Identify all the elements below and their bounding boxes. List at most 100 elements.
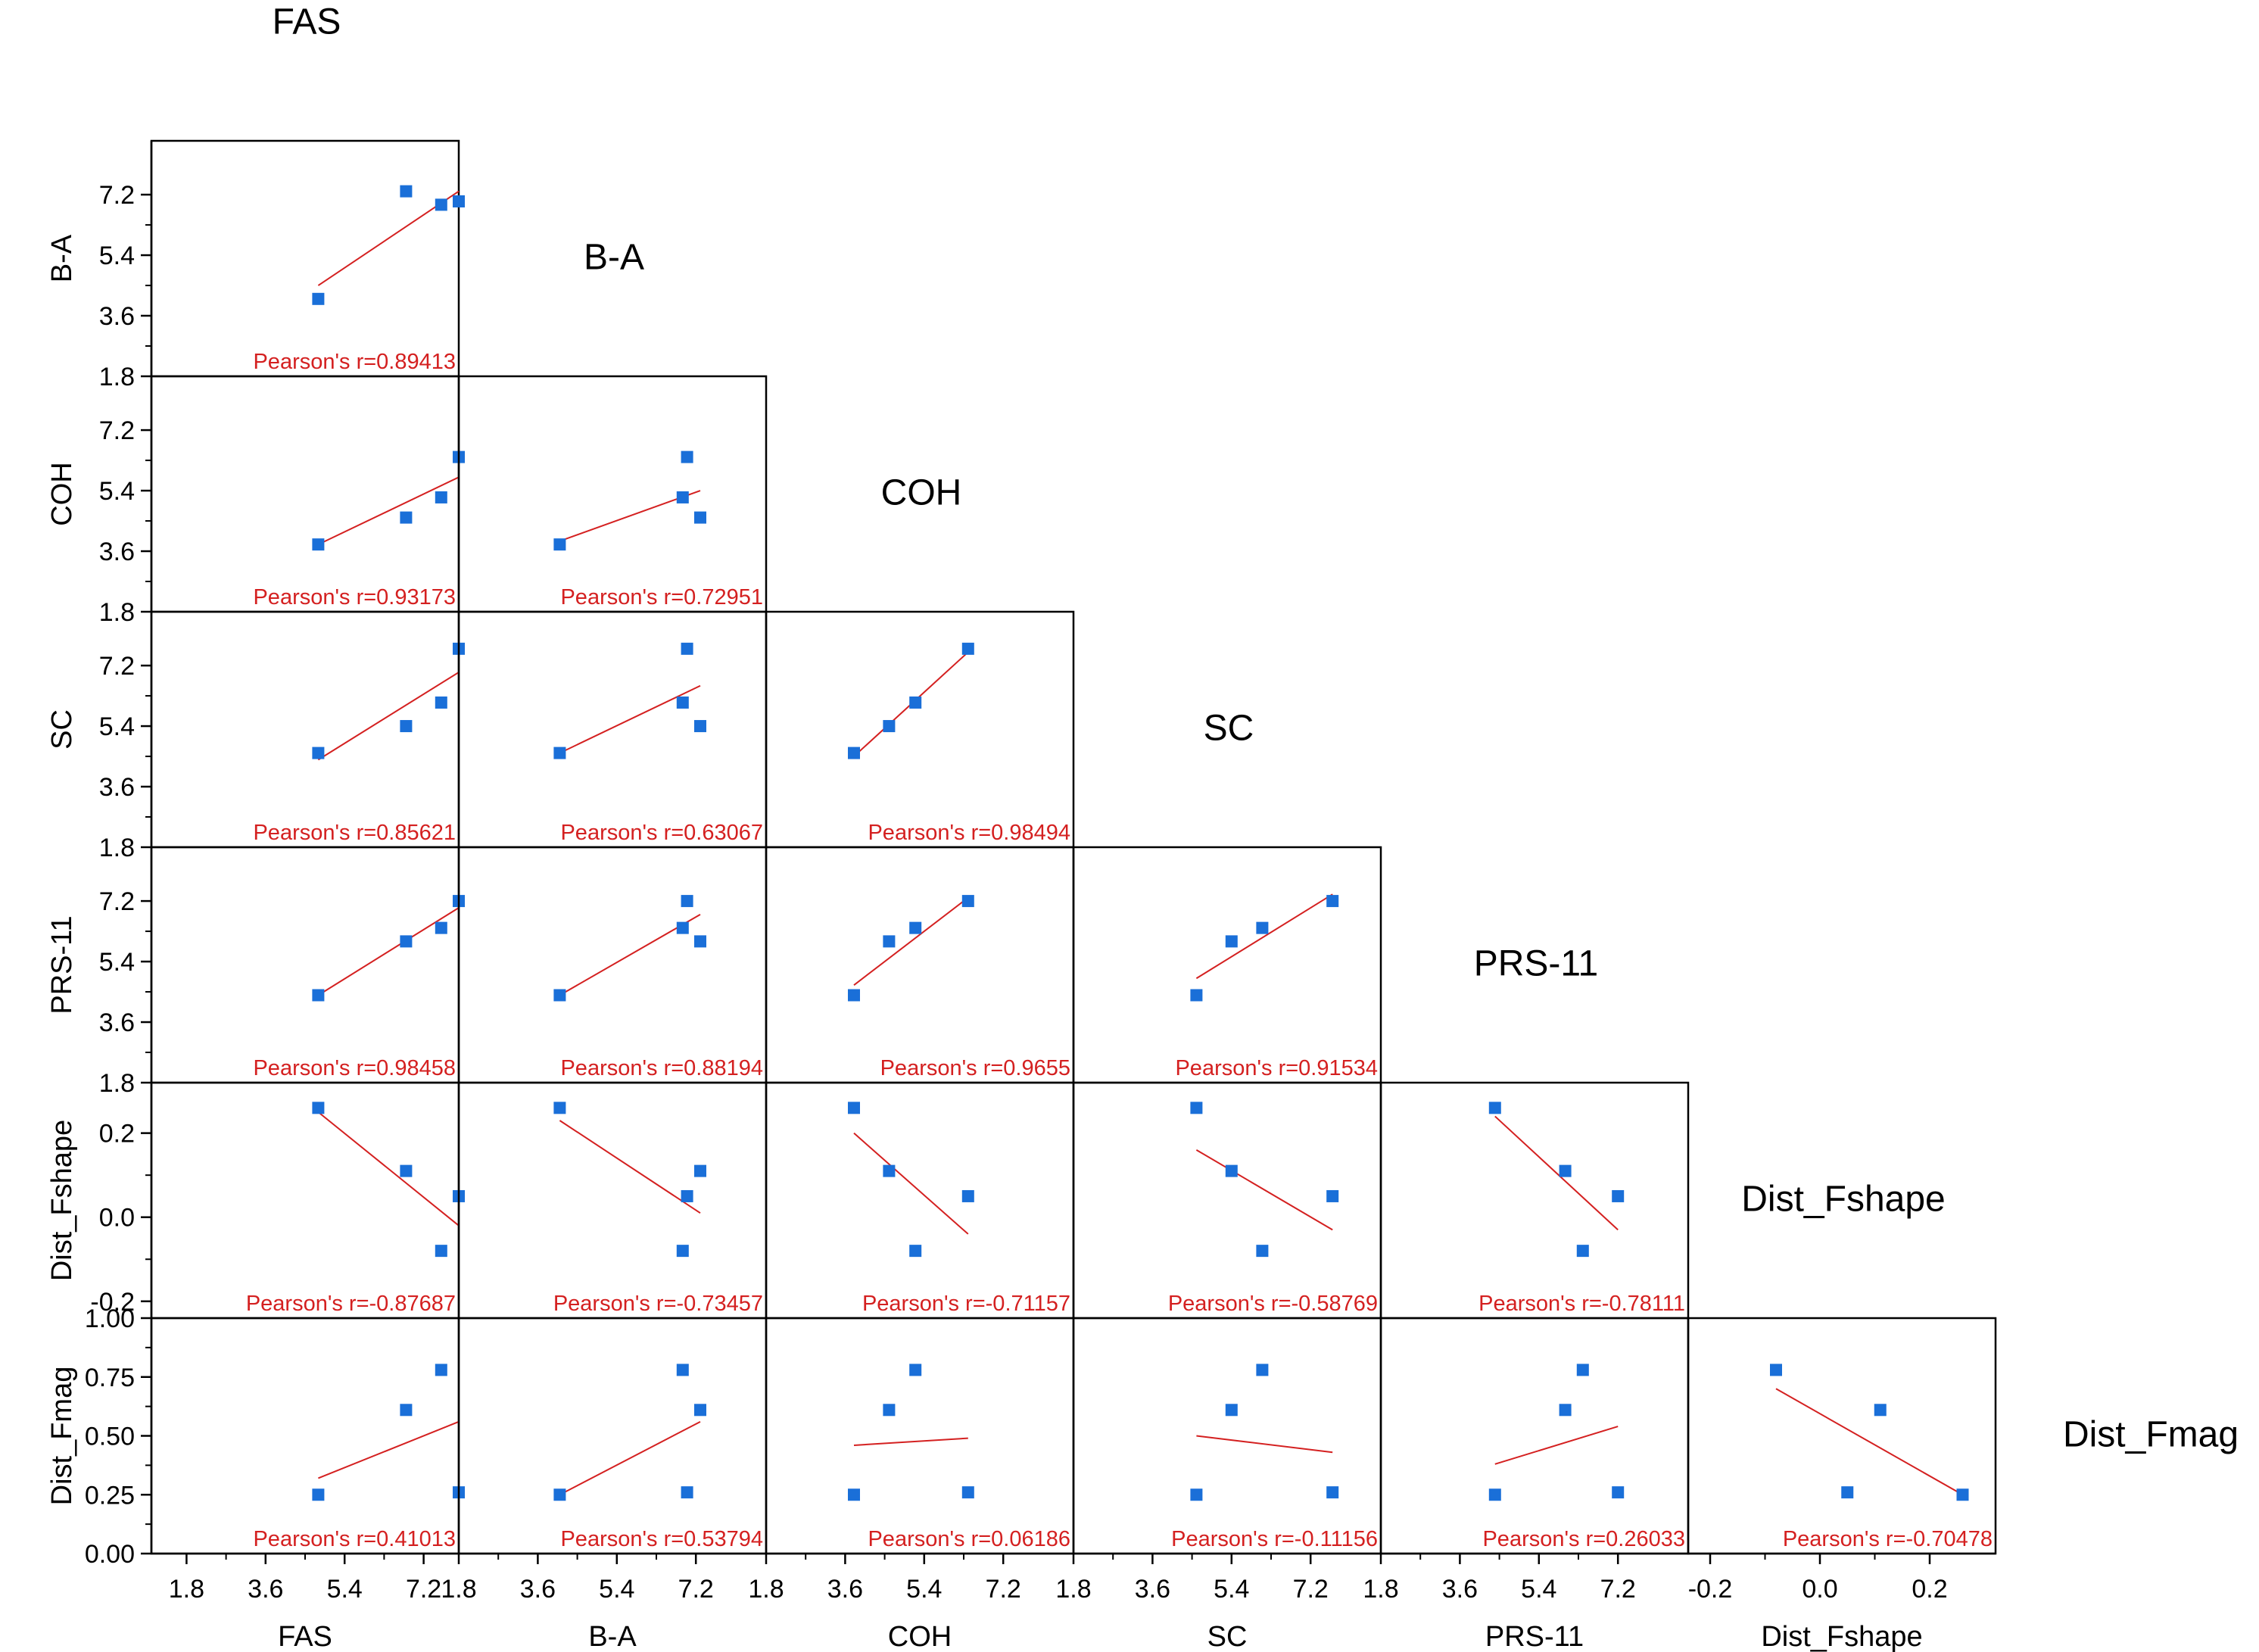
panel-dist-fshape-vs-coh-point-1 (848, 1102, 860, 1114)
panel-dist-fshape-vs-coh-point-2 (883, 1164, 896, 1177)
panel-dist-fmag-vs-fas-point-3 (435, 1364, 447, 1376)
panel-dist-fmag-vs-sc-point-2 (1225, 1404, 1238, 1417)
panel-b-a-vs-fas-point-4 (453, 195, 465, 207)
panel-prs-11-vs-sc-pearson-label: Pearson's r=0.91534 (1175, 1056, 1378, 1080)
panel-prs-11-vs-coh-point-2 (883, 935, 896, 948)
panel-dist-fmag-vs-dist-fshape-fit-line (1775, 1388, 1963, 1496)
y-tick-label-prs-11-4: 7.2 (99, 887, 135, 916)
y-tick-label-dist-fshape-1: -0.2 (90, 1288, 135, 1317)
diagonal-label-prs-11: PRS-11 (1474, 944, 1599, 984)
panel-dist-fshape-vs-b-a-fit-line (559, 1120, 701, 1214)
x-tick-label-prs-11-3: 5.4 (1521, 1575, 1556, 1604)
panel-dist-fshape-vs-sc-point-3 (1256, 1245, 1269, 1258)
panel-prs-11-vs-b-a-point-3 (676, 921, 689, 934)
panel-dist-fmag-vs-sc-fit-line (1196, 1435, 1333, 1454)
panel-prs-11-vs-sc-fit-line (1195, 893, 1333, 980)
panel-sc-vs-fas-fit-line (317, 672, 460, 761)
y-tick-label-coh-4: 7.2 (99, 416, 135, 445)
panel-coh-vs-fas-point-1 (312, 538, 325, 551)
panel-prs-11-vs-sc-point-3 (1256, 921, 1269, 934)
panel-sc-vs-coh-point-1 (848, 747, 860, 759)
diagonal-label-coh: COH (881, 473, 962, 513)
y-tick-label-sc-4: 7.2 (99, 652, 135, 681)
x-tick-label-sc-1: 1.8 (1055, 1575, 1091, 1604)
y-tick-label-coh-2: 3.6 (99, 538, 135, 566)
panel-dist-fshape-vs-b-a-point-2 (694, 1164, 706, 1177)
panel-b-a-vs-fas-frame (150, 139, 460, 378)
x-tick-label-fas-2: 3.6 (248, 1575, 283, 1604)
panel-dist-fshape-vs-coh-pearson-label: Pearson's r=-0.71157 (862, 1292, 1070, 1316)
panel-dist-fmag-vs-coh-frame (765, 1317, 1075, 1555)
panel-dist-fmag-vs-fas-fit-line (318, 1420, 460, 1479)
y-axis-label-sc: SC (46, 709, 78, 750)
x-tick-label-coh-3: 5.4 (906, 1575, 942, 1604)
panel-dist-fshape-vs-b-a-point-1 (553, 1102, 566, 1114)
panel-coh-vs-fas-fit-line (317, 476, 460, 546)
panel-b-a-vs-fas-pearson-label: Pearson's r=0.89413 (253, 350, 456, 374)
panel-dist-fshape-vs-fas-frame (150, 1081, 460, 1320)
y-tick-label-dist-fmag-1: 0.00 (85, 1540, 135, 1569)
panel-prs-11-vs-coh-point-4 (961, 895, 974, 908)
x-tick-label-prs-11-1: 1.8 (1363, 1575, 1398, 1604)
panel-sc-vs-fas-point-1 (312, 747, 325, 759)
panel-dist-fshape-vs-sc-fit-line (1195, 1149, 1333, 1231)
y-tick-label-b-a-3: 5.4 (99, 242, 135, 270)
panel-prs-11-vs-fas-point-1 (312, 989, 325, 1002)
x-tick-label-fas-4: 7.2 (406, 1575, 441, 1604)
x-tick-label-coh-1: 1.8 (748, 1575, 784, 1604)
panel-dist-fmag-vs-b-a-pearson-label: Pearson's r=0.53794 (560, 1527, 763, 1551)
panel-coh-vs-b-a-point-2 (694, 511, 706, 524)
panel-sc-vs-b-a-point-4 (681, 642, 693, 655)
diagonal-label-sc: SC (1204, 709, 1254, 749)
panel-sc-vs-b-a-point-3 (676, 696, 689, 709)
panel-dist-fmag-vs-sc-pearson-label: Pearson's r=-0.11156 (1171, 1527, 1378, 1551)
panel-sc-vs-fas-point-3 (435, 696, 447, 709)
panel-sc-vs-fas-frame (150, 610, 460, 849)
y-tick-label-dist-fmag-2: 0.25 (85, 1481, 135, 1510)
panel-dist-fmag-vs-fas-frame (150, 1317, 460, 1555)
panel-prs-11-vs-coh-point-1 (848, 989, 860, 1002)
panel-sc-vs-coh-point-2 (883, 720, 896, 733)
panel-coh-vs-b-a-pearson-label: Pearson's r=0.72951 (560, 585, 763, 609)
panel-dist-fmag-vs-coh-point-2 (883, 1404, 896, 1417)
x-tick-label-fas-3: 5.4 (327, 1575, 363, 1604)
y-axis-label-coh: COH (46, 462, 78, 525)
y-tick-label-dist-fmag-5: 1.00 (85, 1304, 135, 1333)
panel-dist-fshape-vs-sc-point-2 (1225, 1164, 1238, 1177)
panel-dist-fshape-vs-prs-11-pearson-label: Pearson's r=-0.78111 (1478, 1292, 1685, 1316)
panel-dist-fmag-vs-dist-fshape-point-2 (1874, 1404, 1887, 1417)
y-axis-label-b-a: B-A (46, 234, 78, 282)
panel-dist-fshape-vs-prs-11-fit-line (1494, 1115, 1619, 1231)
panel-dist-fshape-vs-fas-pearson-label: Pearson's r=-0.87687 (246, 1292, 456, 1316)
x-tick-label-b-a-2: 3.6 (520, 1575, 556, 1604)
panel-prs-11-vs-b-a-point-2 (694, 935, 706, 948)
x-axis-label-prs-11: PRS-11 (1485, 1621, 1584, 1652)
panel-prs-11-vs-fas-point-2 (400, 935, 413, 948)
panel-sc-vs-b-a-pearson-label: Pearson's r=0.63067 (560, 821, 763, 845)
y-axis-label-dist-fshape: Dist_Fshape (46, 1120, 78, 1281)
panel-prs-11-vs-coh-frame (765, 846, 1075, 1084)
diagonal-label-dist-fshape: Dist_Fshape (1741, 1180, 1945, 1220)
panel-b-a-vs-fas-point-1 (312, 292, 325, 305)
y-tick-label-dist-fmag-3: 0.50 (85, 1423, 135, 1451)
panel-dist-fshape-vs-b-a-pearson-label: Pearson's r=-0.73457 (553, 1292, 763, 1316)
panel-dist-fmag-vs-dist-fshape-frame (1687, 1317, 1997, 1555)
panel-prs-11-vs-coh-fit-line (853, 896, 969, 986)
panel-prs-11-vs-fas-pearson-label: Pearson's r=0.98458 (253, 1056, 456, 1080)
panel-coh-vs-b-a-point-1 (553, 538, 566, 551)
panel-dist-fshape-vs-sc-point-1 (1190, 1102, 1203, 1114)
panel-dist-fmag-vs-sc-point-3 (1256, 1364, 1269, 1376)
y-tick-label-sc-1: 1.8 (99, 834, 135, 862)
panel-dist-fmag-vs-b-a-fit-line (559, 1420, 701, 1496)
panel-prs-11-vs-sc-frame (1072, 846, 1382, 1084)
y-tick-label-b-a-2: 3.6 (99, 302, 135, 331)
panel-prs-11-vs-sc-point-4 (1326, 895, 1339, 908)
panel-dist-fmag-vs-coh-point-4 (961, 1486, 974, 1499)
panel-dist-fshape-vs-prs-11-point-1 (1488, 1102, 1501, 1114)
panel-prs-11-vs-coh-pearson-label: Pearson's r=0.9655 (880, 1056, 1070, 1080)
panel-dist-fshape-vs-coh-frame (765, 1081, 1075, 1320)
x-tick-label-b-a-4: 7.2 (678, 1575, 714, 1604)
panel-dist-fmag-vs-prs-11-pearson-label: Pearson's r=0.26033 (1482, 1527, 1685, 1551)
panel-dist-fmag-vs-dist-fshape-point-3 (1770, 1364, 1782, 1376)
x-tick-label-sc-3: 5.4 (1214, 1575, 1249, 1604)
